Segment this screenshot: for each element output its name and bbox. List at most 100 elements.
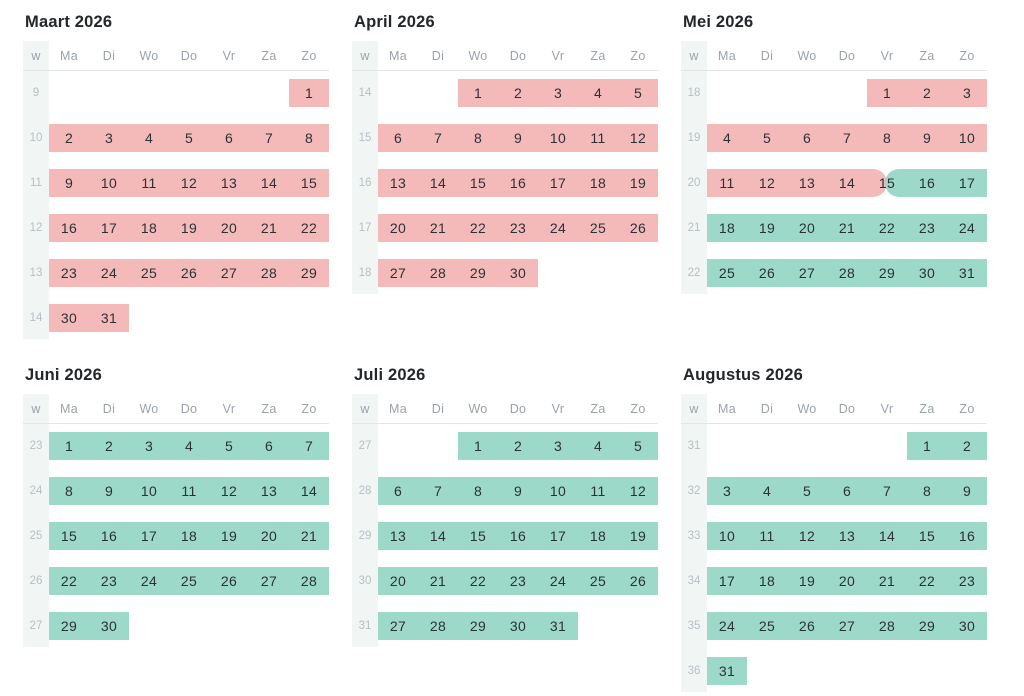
day-cell[interactable]: 26 — [629, 573, 647, 589]
day-cell[interactable]: 12 — [629, 130, 647, 146]
day-cell[interactable]: 25 — [758, 618, 776, 634]
day-cell[interactable]: 12 — [180, 175, 198, 191]
day-cell[interactable]: 25 — [589, 220, 607, 236]
day-cell[interactable]: 10 — [958, 130, 976, 146]
day-cell[interactable]: 20 — [798, 220, 816, 236]
day-cell[interactable]: 22 — [300, 220, 318, 236]
day-cell[interactable]: 4 — [722, 130, 732, 146]
day-cell[interactable]: 28 — [429, 618, 447, 634]
day-cell[interactable]: 12 — [629, 483, 647, 499]
day-cell[interactable]: 3 — [722, 483, 732, 499]
day-cell[interactable]: 8 — [922, 483, 932, 499]
day-cell[interactable]: 15 — [469, 175, 487, 191]
day-cell[interactable]: 27 — [798, 265, 816, 281]
day-cell[interactable]: 24 — [958, 220, 976, 236]
day-cell[interactable]: 28 — [878, 618, 896, 634]
day-cell[interactable]: 22 — [878, 220, 896, 236]
day-cell[interactable]: 23 — [958, 573, 976, 589]
day-cell[interactable]: 20 — [389, 573, 407, 589]
day-cell[interactable]: 3 — [553, 85, 563, 101]
day-cell[interactable]: 4 — [144, 130, 154, 146]
day-cell[interactable]: 13 — [838, 528, 856, 544]
day-cell[interactable]: 7 — [433, 483, 443, 499]
day-cell[interactable]: 11 — [141, 175, 157, 191]
day-cell[interactable]: 16 — [918, 175, 936, 191]
day-cell[interactable]: 29 — [918, 618, 936, 634]
day-cell[interactable]: 3 — [553, 438, 563, 454]
day-cell[interactable]: 5 — [184, 130, 194, 146]
day-cell[interactable]: 13 — [389, 175, 407, 191]
day-cell[interactable]: 20 — [389, 220, 407, 236]
day-cell[interactable]: 11 — [590, 483, 606, 499]
day-cell[interactable]: 15 — [878, 175, 896, 191]
day-cell[interactable]: 14 — [878, 528, 896, 544]
day-cell[interactable]: 30 — [958, 618, 976, 634]
day-cell[interactable]: 25 — [718, 265, 736, 281]
day-cell[interactable]: 23 — [100, 573, 118, 589]
day-cell[interactable]: 10 — [549, 483, 567, 499]
day-cell[interactable]: 7 — [433, 130, 443, 146]
day-cell[interactable]: 10 — [549, 130, 567, 146]
day-cell[interactable]: 6 — [264, 438, 274, 454]
day-cell[interactable]: 12 — [798, 528, 816, 544]
day-cell[interactable]: 13 — [220, 175, 238, 191]
day-cell[interactable]: 11 — [181, 483, 197, 499]
day-cell[interactable]: 3 — [144, 438, 154, 454]
day-cell[interactable]: 27 — [838, 618, 856, 634]
day-cell[interactable]: 21 — [429, 220, 447, 236]
day-cell[interactable]: 1 — [64, 438, 74, 454]
day-cell[interactable]: 6 — [842, 483, 852, 499]
day-cell[interactable]: 1 — [473, 438, 483, 454]
day-cell[interactable]: 31 — [549, 618, 567, 634]
day-cell[interactable]: 30 — [100, 618, 118, 634]
day-cell[interactable]: 27 — [260, 573, 278, 589]
day-cell[interactable]: 8 — [882, 130, 892, 146]
day-cell[interactable]: 29 — [469, 618, 487, 634]
day-cell[interactable]: 16 — [509, 528, 527, 544]
day-cell[interactable]: 9 — [962, 483, 972, 499]
day-cell[interactable]: 24 — [549, 573, 567, 589]
day-cell[interactable]: 6 — [224, 130, 234, 146]
day-cell[interactable]: 2 — [64, 130, 74, 146]
day-cell[interactable]: 5 — [633, 85, 643, 101]
day-cell[interactable]: 4 — [593, 438, 603, 454]
day-cell[interactable]: 26 — [220, 573, 238, 589]
day-cell[interactable]: 14 — [429, 528, 447, 544]
day-cell[interactable]: 7 — [304, 438, 314, 454]
day-cell[interactable]: 1 — [304, 85, 314, 101]
day-cell[interactable]: 8 — [64, 483, 74, 499]
day-cell[interactable]: 25 — [589, 573, 607, 589]
day-cell[interactable]: 30 — [60, 310, 78, 326]
day-cell[interactable]: 2 — [922, 85, 932, 101]
day-cell[interactable]: 21 — [260, 220, 278, 236]
day-cell[interactable]: 9 — [513, 483, 523, 499]
day-cell[interactable]: 23 — [60, 265, 78, 281]
day-cell[interactable]: 13 — [798, 175, 816, 191]
day-cell[interactable]: 15 — [918, 528, 936, 544]
day-cell[interactable]: 4 — [593, 85, 603, 101]
day-cell[interactable]: 7 — [264, 130, 274, 146]
day-cell[interactable]: 6 — [802, 130, 812, 146]
day-cell[interactable]: 8 — [473, 483, 483, 499]
day-cell[interactable]: 26 — [758, 265, 776, 281]
day-cell[interactable]: 10 — [100, 175, 118, 191]
day-cell[interactable]: 26 — [629, 220, 647, 236]
day-cell[interactable]: 19 — [180, 220, 198, 236]
day-cell[interactable]: 18 — [180, 528, 198, 544]
day-cell[interactable]: 4 — [184, 438, 194, 454]
day-cell[interactable]: 21 — [429, 573, 447, 589]
day-cell[interactable]: 14 — [838, 175, 856, 191]
day-cell[interactable]: 13 — [260, 483, 278, 499]
day-cell[interactable]: 7 — [882, 483, 892, 499]
day-cell[interactable]: 24 — [549, 220, 567, 236]
day-cell[interactable]: 9 — [922, 130, 932, 146]
day-cell[interactable]: 27 — [389, 618, 407, 634]
day-cell[interactable]: 17 — [100, 220, 118, 236]
day-cell[interactable]: 11 — [719, 175, 735, 191]
day-cell[interactable]: 13 — [389, 528, 407, 544]
day-cell[interactable]: 16 — [100, 528, 118, 544]
day-cell[interactable]: 28 — [838, 265, 856, 281]
day-cell[interactable]: 18 — [589, 175, 607, 191]
day-cell[interactable]: 26 — [180, 265, 198, 281]
day-cell[interactable]: 17 — [549, 175, 567, 191]
